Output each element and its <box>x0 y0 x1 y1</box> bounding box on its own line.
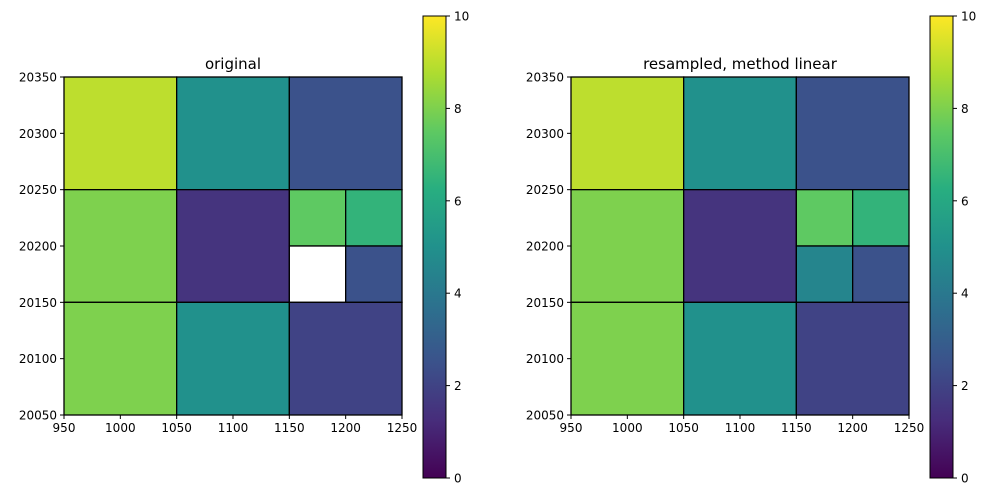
heatmap-cell <box>795 76 910 191</box>
colorbar-tick-label: 6 <box>454 194 462 208</box>
x-tick-label: 1000 <box>612 421 643 435</box>
heatmap-cell <box>176 76 290 191</box>
chart-title: resampled, method linear <box>643 55 838 73</box>
colorbar-right: 0 2 4 6 8 10 <box>929 10 976 486</box>
y-tick-label: 20250 <box>526 183 564 197</box>
y-tick-label: 20200 <box>19 240 57 254</box>
y-tick-label: 20300 <box>526 127 564 141</box>
heatmap-cell <box>288 245 347 303</box>
y-tick-label: 20350 <box>526 71 564 85</box>
y-tick-label: 20250 <box>19 183 57 197</box>
heatmap-cell <box>852 245 910 303</box>
heatmap-cell <box>63 189 178 303</box>
heatmap-cell <box>288 301 403 416</box>
colorbar-left: 0 2 4 6 8 10 <box>422 10 469 486</box>
colorbar-tick-label: 10 <box>961 10 976 24</box>
colorbar-tick-label: 8 <box>454 102 462 116</box>
y-tick-label: 20050 <box>19 409 57 423</box>
heatmap-cell <box>176 189 290 303</box>
original-panel: original 950 1000 1050 1100 1150 1200 1250 20050… <box>19 55 417 435</box>
y-tick-label: 20350 <box>19 71 57 85</box>
x-tick-label: 950 <box>53 421 76 435</box>
x-tick-label: 1100 <box>725 421 756 435</box>
heatmap-cell <box>63 76 178 191</box>
heatmap-cell <box>852 189 910 247</box>
colorbar-tick-label: 10 <box>454 10 469 24</box>
heatmap-cell <box>683 189 797 303</box>
y-tick-label: 20050 <box>526 409 564 423</box>
colorbar-tick-label: 4 <box>961 287 969 301</box>
heatmap-cell <box>570 301 685 416</box>
x-tick-label: 1100 <box>218 421 249 435</box>
x-tick-label: 1050 <box>161 421 192 435</box>
colorbar-tick-label: 4 <box>454 287 462 301</box>
chart-title: original <box>205 55 261 73</box>
x-tick-label: 1150 <box>781 421 812 435</box>
x-tick-label: 1000 <box>105 421 136 435</box>
colorbar-tick-label: 8 <box>961 102 969 116</box>
heatmap-cell <box>683 301 797 416</box>
x-tick-label: 1250 <box>894 421 925 435</box>
y-tick-label: 20300 <box>19 127 57 141</box>
y-tick-label: 20100 <box>19 352 57 366</box>
x-tick-label: 950 <box>560 421 583 435</box>
heatmap-cell <box>795 189 854 247</box>
colorbar-tick-label: 2 <box>454 379 462 393</box>
y-tick-label: 20150 <box>19 296 57 310</box>
heatmap-cell <box>345 189 403 247</box>
colorbar-tick-label: 6 <box>961 194 969 208</box>
colorbar-tick-label: 0 <box>454 472 462 486</box>
x-tick-label: 1200 <box>330 421 361 435</box>
colorbar-tick-label: 0 <box>961 472 969 486</box>
heatmap-cell <box>288 76 403 191</box>
heatmap-cell <box>570 76 685 191</box>
heatmap-cell <box>288 189 347 247</box>
heatmap-cell <box>795 245 854 303</box>
y-tick-label: 20100 <box>526 352 564 366</box>
x-tick-label: 1050 <box>668 421 699 435</box>
heatmap-cell <box>176 301 290 416</box>
y-tick-label: 20200 <box>526 240 564 254</box>
x-tick-label: 1150 <box>274 421 305 435</box>
heatmap-cell <box>63 301 178 416</box>
colorbar-gradient <box>929 15 954 479</box>
y-tick-label: 20150 <box>526 296 564 310</box>
x-tick-label: 1250 <box>387 421 418 435</box>
heatmap-cell <box>795 301 910 416</box>
resampled-panel: resampled, method linear 950 1000 1050 1100 1… <box>526 55 924 435</box>
colorbar-gradient <box>422 15 447 479</box>
heatmap-cell <box>345 245 403 303</box>
heatmap-cell <box>570 189 685 303</box>
heatmap-cell <box>683 76 797 191</box>
colorbar-tick-label: 2 <box>961 379 969 393</box>
x-tick-label: 1200 <box>837 421 868 435</box>
